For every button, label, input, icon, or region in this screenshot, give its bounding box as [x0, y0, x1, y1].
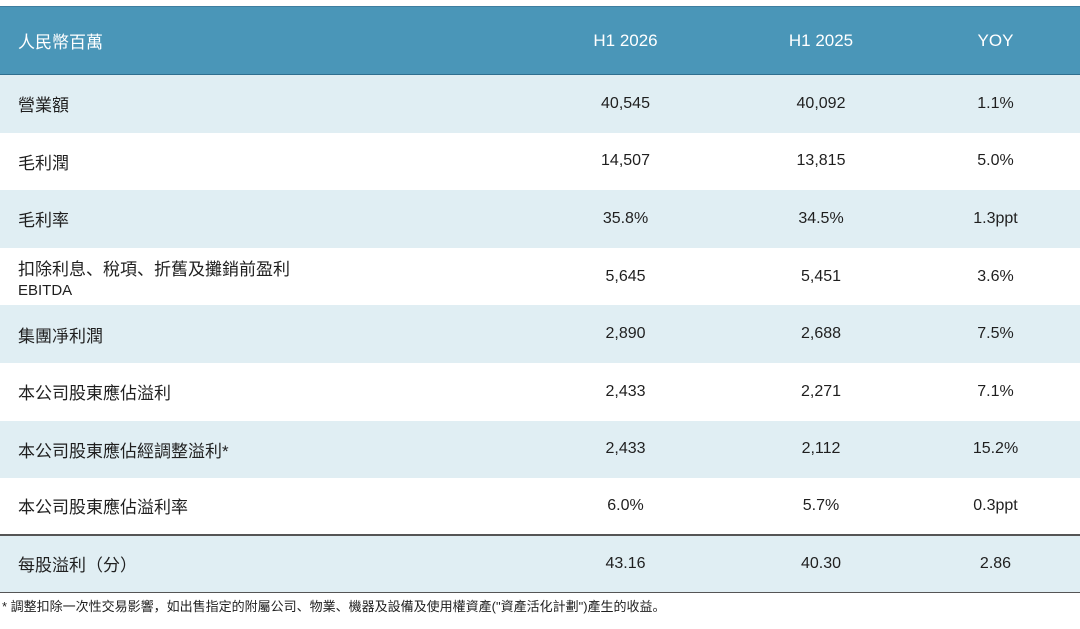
financial-summary-table: 人民幣百萬 H1 2026 H1 2025 YOY 營業額 40,545 40,…	[0, 6, 1080, 593]
value-h1-2025: 2,271	[800, 382, 842, 400]
value-yoy: 0.3ppt	[973, 496, 1018, 514]
value-h1-2026: 40,545	[601, 94, 650, 112]
header-h1-2026: H1 2026	[593, 30, 658, 50]
row-label: 本公司股東應佔溢利率	[18, 498, 188, 518]
header-yoy: YOY	[977, 30, 1014, 50]
row-label: 每股溢利（分）	[18, 556, 137, 576]
value-yoy: 5.0%	[977, 152, 1014, 170]
value-yoy: 1.1%	[977, 94, 1014, 112]
value-h1-2025: 34.5%	[798, 209, 844, 227]
value-h1-2026: 2,890	[605, 325, 646, 343]
row-label: 本公司股東應佔經調整溢利*	[18, 441, 229, 461]
value-h1-2025: 2,688	[800, 325, 842, 343]
value-yoy: 7.1%	[977, 382, 1014, 400]
value-h1-2026: 43.16	[605, 554, 646, 572]
value-h1-2026: 14,507	[601, 152, 650, 170]
header-h1-2025: H1 2025	[788, 30, 854, 50]
value-h1-2025: 5.7%	[802, 496, 840, 514]
row-label: 毛利潤	[18, 153, 69, 173]
table-row: 集團凈利潤 2,890 2,688 7.5%	[0, 305, 1080, 363]
value-h1-2025: 13,815	[796, 152, 846, 170]
row-label: 本公司股東應佔溢利	[18, 384, 171, 404]
value-h1-2026: 35.8%	[602, 209, 649, 227]
value-yoy: 1.3ppt	[973, 209, 1018, 227]
table-row: 本公司股東應佔溢利 2,433 2,271 7.1%	[0, 362, 1080, 421]
row-label-two-line: 扣除利息、稅項、折舊及攤銷前盈利 EBITDA	[0, 255, 520, 299]
row-label: 扣除利息、稅項、折舊及攤銷前盈利	[18, 259, 290, 279]
value-yoy: 2.86	[979, 554, 1012, 572]
table-row: 毛利潤 14,507 13,815 5.0%	[0, 132, 1080, 191]
table-row: 營業額 40,545 40,092 1.1%	[0, 75, 1080, 133]
row-sublabel: EBITDA	[18, 281, 73, 299]
table-row: 本公司股東應佔經調整溢利* 2,433 2,112 15.2%	[0, 420, 1080, 479]
value-h1-2025: 40,092	[796, 94, 846, 112]
row-label: 集團凈利潤	[18, 326, 103, 346]
row-label: 營業額	[18, 96, 69, 116]
value-yoy: 7.5%	[977, 325, 1014, 343]
row-label: 毛利率	[18, 211, 69, 231]
value-h1-2025: 2,112	[801, 440, 841, 458]
value-h1-2026: 2,433	[605, 382, 646, 400]
table-row: 毛利率 35.8% 34.5% 1.3ppt	[0, 190, 1080, 248]
table-header: 人民幣百萬 H1 2026 H1 2025 YOY	[0, 7, 1080, 75]
table-row-eps: 每股溢利（分） 43.16 40.30 2.86	[0, 535, 1080, 593]
value-h1-2026: 2,433	[605, 440, 646, 458]
value-yoy: 3.6%	[977, 267, 1014, 285]
value-h1-2025: 5,451	[800, 267, 842, 285]
value-h1-2025: 40.30	[800, 554, 842, 572]
table-row: 扣除利息、稅項、折舊及攤銷前盈利 EBITDA 5,645 5,451 3.6%	[0, 247, 1080, 306]
footnote: * 調整扣除一次性交易影響，如出售指定的附屬公司、物業、機器及設備及使用權資產(…	[2, 599, 666, 614]
value-yoy: 15.2%	[972, 440, 1019, 458]
header-unit: 人民幣百萬	[18, 33, 103, 52]
value-h1-2026: 6.0%	[607, 496, 644, 514]
value-h1-2026: 5,645	[605, 267, 646, 285]
table-row: 本公司股東應佔溢利率 6.0% 5.7% 0.3ppt	[0, 478, 1080, 536]
